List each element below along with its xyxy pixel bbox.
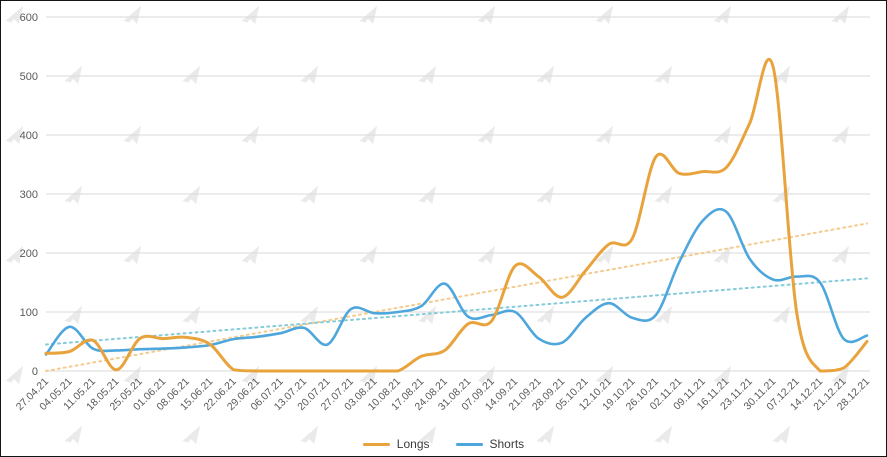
- forklog-logo-watermark-icon: [182, 425, 201, 444]
- forklog-logo-watermark-icon: [536, 425, 555, 444]
- y-tick-label: 400: [20, 130, 38, 142]
- forklog-logo-watermark-icon: [418, 425, 437, 444]
- gridlines: [46, 16, 870, 372]
- forklog-logo-watermark-icon: [241, 125, 260, 144]
- y-tick-label: 0: [32, 366, 38, 378]
- y-axis-labels: 0 100 200 300 400 500 600: [20, 12, 38, 378]
- shorts-line-swatch: [455, 442, 483, 446]
- x-axis-labels: 27.04.2104.05.2111.05.2118.05.2125.05.21…: [14, 376, 872, 414]
- forklog-logo-watermark-icon: [713, 125, 732, 144]
- forklog-logo-watermark-icon: [182, 305, 201, 324]
- longs-legend-label: Longs: [396, 437, 430, 451]
- forklog-logo-watermark-icon: [300, 65, 319, 84]
- forklog-logo-watermark-icon: [241, 5, 260, 24]
- forklog-logo-watermark-icon: [713, 365, 732, 384]
- chart-legend: Longs Shorts: [1, 437, 886, 451]
- forklog-logo-watermark-icon: [418, 305, 437, 324]
- forklog-logo-watermark-icon: [64, 305, 83, 324]
- forklog-logo-watermark-icon: [595, 5, 614, 24]
- forklog-logo-watermark-icon: [536, 65, 555, 84]
- forklog-logo-watermark-icon: [300, 185, 319, 204]
- forklog-logo-watermark-icon: [595, 125, 614, 144]
- forklog-logo-watermark-icon: [654, 65, 673, 84]
- forklog-logo-watermark-icon: [772, 305, 791, 324]
- forklog-logo-watermark-icon: [359, 245, 378, 264]
- forklog-logo-watermark-icon: [772, 65, 791, 84]
- forklog-logo-watermark-icon: [5, 125, 24, 144]
- y-tick-label: 100: [20, 307, 38, 319]
- forklog-logo-watermark-icon: [477, 5, 496, 24]
- forklog-logo-watermark-icon: [64, 425, 83, 444]
- forklog-logo-watermark-icon: [595, 245, 614, 264]
- legend-item-shorts: Shorts: [455, 437, 525, 451]
- forklog-logo-watermark-icon: [713, 245, 732, 264]
- forklog-logo-watermark-icon: [654, 425, 673, 444]
- longs-line-swatch: [362, 442, 390, 446]
- legend-item-longs: Longs: [362, 437, 430, 451]
- forklog-logo-watermark-icon: [418, 65, 437, 84]
- forklog-logo-watermark-icon: [477, 365, 496, 384]
- forklog-logo-watermark-icon: [123, 5, 142, 24]
- forklog-logo-watermark-icon: [713, 5, 732, 24]
- forklog-logo-watermark-icon: [831, 245, 850, 264]
- forklog-logo-watermark-icon: [182, 185, 201, 204]
- forklog-logo-watermark-icon: [831, 125, 850, 144]
- forklog-logo-watermark-icon: [5, 5, 24, 24]
- series-line-longs: [44, 57, 869, 373]
- forklog-logo-watermark-icon: [123, 245, 142, 264]
- forklog-logo-watermark-icon: [831, 5, 850, 24]
- forklog-logo-watermark-icon: [123, 365, 142, 384]
- forklog-logo-watermark-icon: [5, 245, 24, 264]
- y-tick-label: 200: [20, 248, 38, 260]
- forklog-logo-watermark-icon: [5, 365, 24, 384]
- forklog-logo-watermark-icon: [359, 5, 378, 24]
- trendline-shorts: [45, 277, 868, 346]
- forklog-logo-watermark-icon: [418, 185, 437, 204]
- forklog-logo-watermark-icon: [772, 425, 791, 444]
- forklog-logo-watermark-icon: [241, 245, 260, 264]
- forklog-logo-watermark-icon: [64, 185, 83, 204]
- forklog-logo-watermark-icon: [536, 305, 555, 324]
- forklog-logo-watermark-icon: [123, 125, 142, 144]
- y-tick-label: 600: [20, 12, 38, 24]
- forklog-logo-watermark-icon: [477, 125, 496, 144]
- forklog-logo-watermark-icon: [654, 305, 673, 324]
- forklog-logo-watermark-icon: [300, 305, 319, 324]
- y-tick-label: 300: [20, 189, 38, 201]
- forklog-logo-watermark-icon: [477, 245, 496, 264]
- forklog-logo-watermark-icon: [64, 65, 83, 84]
- forklog-logo-watermark-icon: [300, 425, 319, 444]
- forklog-logo-watermark-icon: [595, 365, 614, 384]
- shorts-legend-label: Shorts: [489, 437, 525, 451]
- forklog-logo-watermark-icon: [182, 65, 201, 84]
- forklog-logo-watermark-icon: [654, 185, 673, 204]
- forklog-logo-watermark-icon: [772, 185, 791, 204]
- forklog-logo-watermark-icon: [831, 365, 850, 384]
- forklog-logo-watermark-icon: [359, 125, 378, 144]
- forklog-logo-watermark-icon: [536, 185, 555, 204]
- series-line-shorts: [44, 207, 869, 356]
- y-tick-label: 500: [20, 71, 38, 83]
